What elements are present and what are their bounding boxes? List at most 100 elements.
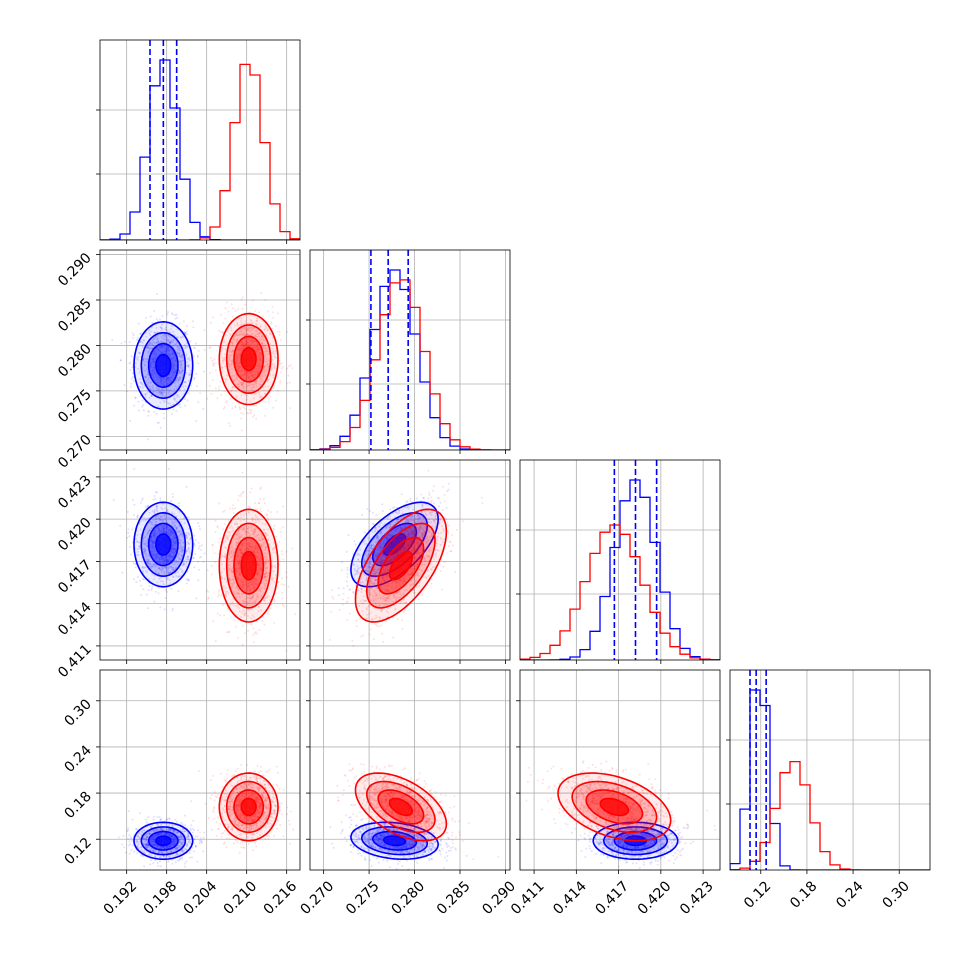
scatter-point: [342, 587, 345, 590]
scatter-point: [243, 527, 246, 530]
scatter-point: [253, 580, 256, 583]
scatter-point: [165, 345, 168, 348]
scatter-point: [218, 385, 221, 388]
scatter-point: [159, 606, 162, 609]
scatter-point: [439, 501, 442, 504]
scatter-point: [181, 549, 184, 552]
scatter-point: [231, 350, 234, 353]
scatter-point: [153, 350, 156, 353]
scatter-point: [128, 535, 131, 538]
scatter-point: [446, 521, 449, 524]
scatter-point: [163, 344, 166, 347]
scatter-point: [250, 326, 253, 329]
scatter-point: [235, 397, 238, 400]
scatter-point: [178, 370, 180, 373]
scatter-point: [269, 333, 272, 336]
scatter-point: [128, 362, 131, 365]
scatter-point: [139, 547, 141, 550]
scatter-point: [175, 526, 178, 529]
scatter-point: [239, 573, 242, 576]
scatter-point: [240, 412, 243, 415]
scatter-point: [252, 580, 255, 583]
scatter-point: [272, 376, 275, 379]
scatter-point: [262, 389, 265, 392]
scatter-point: [174, 518, 176, 521]
scatter-point: [227, 363, 230, 366]
scatter-point: [256, 371, 259, 374]
scatter-point: [151, 374, 154, 377]
scatter-point: [256, 371, 259, 374]
scatter-point: [251, 321, 254, 324]
scatter-point: [161, 567, 164, 569]
scatter-point: [163, 530, 165, 533]
scatter-point: [167, 559, 170, 562]
scatter-point: [244, 373, 246, 376]
scatter-point: [178, 354, 181, 356]
scatter-point: [233, 619, 236, 622]
scatter-point: [264, 597, 267, 600]
scatter-point: [183, 563, 185, 565]
scatter-point: [216, 397, 219, 400]
scatter-point: [160, 529, 163, 532]
scatter-point: [279, 363, 282, 365]
scatter-point: [175, 520, 177, 523]
scatter-point: [132, 334, 135, 337]
scatter-point: [138, 351, 141, 354]
scatter-point: [241, 333, 244, 336]
scatter-point: [181, 373, 184, 376]
scatter-point: [369, 509, 371, 512]
scatter-point: [211, 359, 214, 362]
scatter-point: [156, 517, 159, 520]
scatter-point: [161, 388, 164, 391]
scatter-point: [178, 377, 181, 380]
scatter-point: [275, 352, 278, 355]
scatter-point: [138, 352, 141, 355]
scatter-point: [227, 631, 230, 634]
scatter-point: [264, 344, 267, 347]
scatter-point: [238, 362, 241, 365]
scatter-point: [179, 372, 182, 375]
scatter-point: [148, 348, 151, 351]
scatter-point: [153, 532, 156, 535]
scatter-point: [252, 386, 255, 388]
scatter-point: [264, 347, 267, 350]
scatter-point: [238, 346, 241, 349]
scatter-point: [265, 559, 268, 562]
scatter-point: [170, 358, 173, 361]
scatter-point: [160, 329, 163, 332]
scatter-point: [235, 533, 238, 536]
scatter-point: [269, 607, 272, 610]
scatter-point: [138, 351, 141, 354]
scatter-point: [157, 555, 159, 558]
scatter-point: [172, 547, 174, 550]
scatter-point: [171, 567, 174, 570]
scatter-point: [178, 530, 181, 533]
scatter-point: [389, 508, 392, 511]
scatter-point: [265, 364, 268, 367]
scatter-point: [220, 393, 223, 396]
scatter-point: [269, 343, 272, 346]
scatter-point: [163, 559, 166, 562]
scatter-point: [227, 538, 229, 541]
scatter-point: [146, 538, 149, 541]
scatter-point: [235, 395, 238, 398]
scatter-point: [203, 349, 206, 352]
scatter-point: [272, 350, 275, 353]
scatter-point: [169, 528, 172, 531]
scatter-point: [254, 334, 257, 337]
scatter-point: [186, 570, 189, 573]
scatter-point: [168, 379, 171, 381]
scatter-point: [210, 564, 213, 567]
scatter-point: [244, 338, 247, 341]
scatter-point: [240, 534, 243, 537]
scatter-point: [176, 571, 179, 574]
scatter-point: [241, 368, 243, 371]
scatter-point: [246, 344, 249, 346]
scatter-point: [139, 579, 142, 582]
scatter-point: [156, 381, 159, 384]
scatter-point: [251, 338, 254, 341]
scatter-point: [380, 624, 383, 627]
scatter-point: [170, 340, 173, 342]
scatter-point: [149, 546, 152, 549]
scatter-point: [247, 412, 250, 415]
